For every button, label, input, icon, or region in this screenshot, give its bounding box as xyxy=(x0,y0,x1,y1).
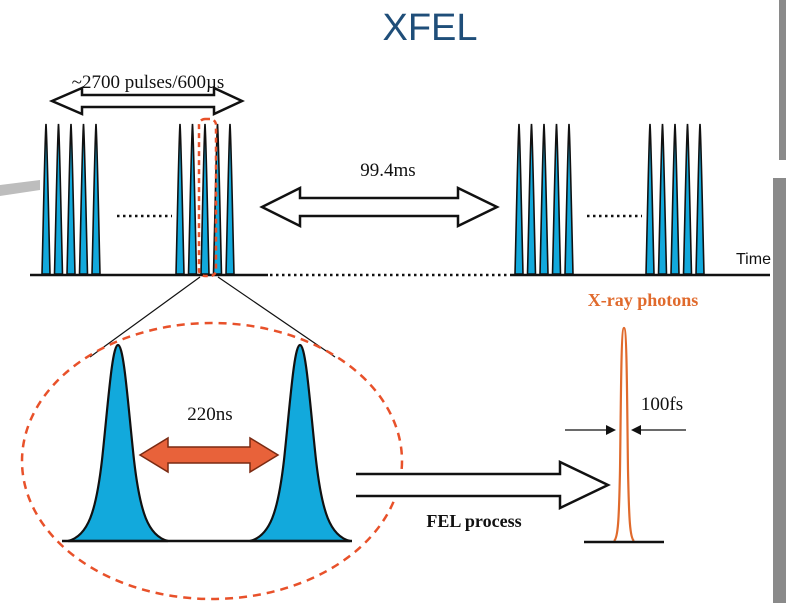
electron-bunch-pulse xyxy=(564,123,574,275)
pulse-trains xyxy=(41,123,705,275)
xray-photons-label: X-ray photons xyxy=(588,290,699,310)
fel-process-label: FEL process xyxy=(426,511,521,531)
pulse-group-3 xyxy=(514,123,574,275)
electron-bunch-pulse xyxy=(526,123,537,275)
electron-bunch-pulse xyxy=(682,123,693,275)
selected-pulse-pair-box xyxy=(197,117,218,278)
width-marker-right-head xyxy=(631,425,641,435)
zoomed-pulse-right xyxy=(249,343,351,543)
electron-bunch-pulse xyxy=(670,123,680,275)
pulse-group-2 xyxy=(175,123,235,275)
zoomed-pulse-left xyxy=(67,343,169,543)
time-axis-label: Time xyxy=(736,251,771,268)
width-marker-left-head xyxy=(606,425,616,435)
electron-bunch-pulse xyxy=(539,123,549,275)
electron-bunch-pulse xyxy=(657,123,668,275)
zoom-line-left xyxy=(89,276,201,358)
frame-corner-left xyxy=(0,180,40,196)
electron-bunch-pulse xyxy=(175,123,185,275)
electron-bunch-pulse xyxy=(695,123,705,275)
diagram-title: XFEL xyxy=(382,7,477,49)
pulse-group-4 xyxy=(645,123,705,275)
pulse-group-1 xyxy=(41,123,101,275)
electron-bunch-pulse xyxy=(187,123,198,275)
fel-process-arrow xyxy=(356,460,611,510)
electron-bunch-pulse xyxy=(225,123,235,275)
electron-bunch-pulse xyxy=(645,123,655,275)
electron-bunch-pulse xyxy=(91,123,101,275)
electron-bunch-pulse xyxy=(514,123,524,275)
electron-bunch-pulse xyxy=(66,123,76,275)
pulse-spacing-label: 220ns xyxy=(187,404,232,425)
xray-pulse xyxy=(613,326,635,542)
electron-bunch-pulse xyxy=(41,123,51,275)
electron-bunch-pulse xyxy=(212,123,223,275)
train-duration-arrow xyxy=(48,86,245,116)
pulse-spacing-arrow xyxy=(138,436,280,474)
xray-width-label: 100fs xyxy=(641,394,683,415)
electron-bunch-pulse xyxy=(551,123,562,275)
electron-bunch-pulse xyxy=(200,123,210,275)
electron-bunch-pulse xyxy=(78,123,89,275)
train-duration-label: ~2700 pulses/600µs xyxy=(72,72,225,93)
frame-bar-right xyxy=(779,0,786,160)
frame-bar-right-lower xyxy=(773,178,786,603)
zoom-ellipse xyxy=(20,321,404,601)
electron-bunch-pulse xyxy=(53,123,64,275)
train-gap-label: 99.4ms xyxy=(360,160,415,181)
train-gap-arrow xyxy=(259,185,500,229)
zoom-line-right xyxy=(217,276,336,358)
